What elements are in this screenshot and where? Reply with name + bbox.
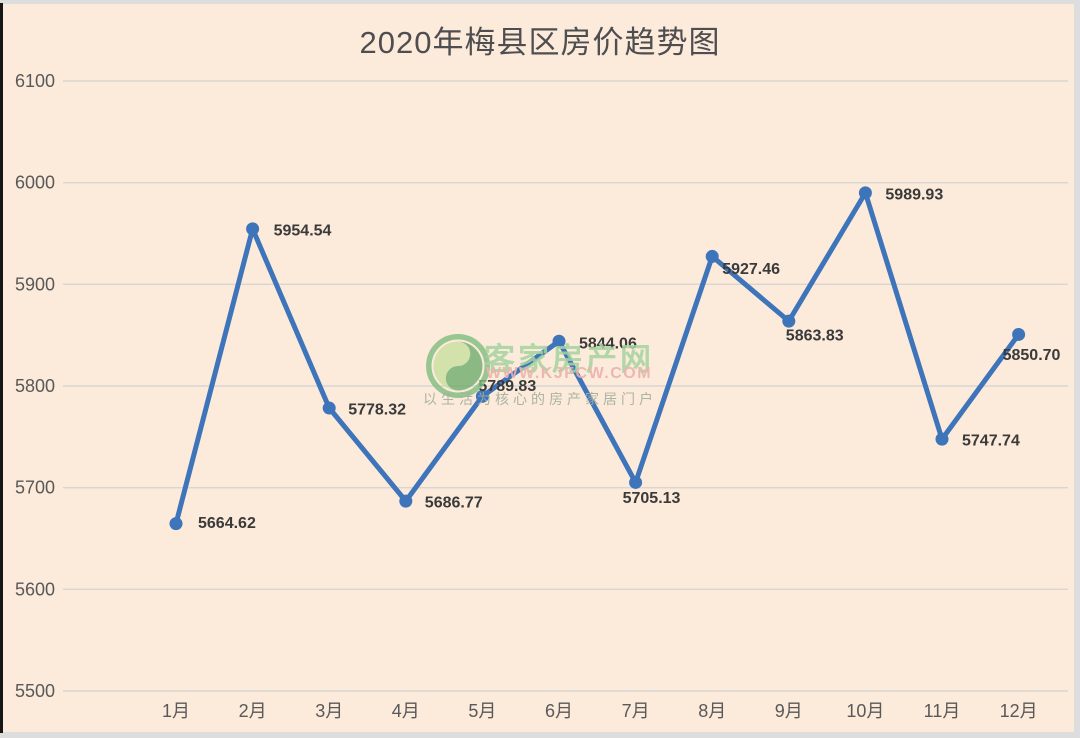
x-axis-tick-label: 3月 [315, 701, 343, 721]
x-axis-tick-label: 7月 [622, 701, 650, 721]
y-axis-tick-label: 5900 [15, 274, 55, 294]
data-point-marker [935, 432, 949, 446]
x-axis-tick-label: 10月 [846, 701, 884, 721]
x-axis-tick-label: 11月 [924, 701, 961, 721]
data-point-label: 5686.77 [425, 495, 483, 512]
price-line-series [173, 190, 1022, 527]
y-axis-tick-label: 6100 [15, 71, 55, 91]
data-point-marker [552, 334, 566, 348]
data-point-marker [322, 401, 336, 415]
y-axis-tick-label: 5600 [15, 579, 55, 599]
chart-background [3, 4, 1074, 732]
x-axis-tick-label: 1月 [162, 701, 190, 721]
y-axis-tick-label: 5700 [15, 478, 55, 498]
data-point-label: 5778.32 [348, 402, 406, 419]
data-point-label: 5844.06 [579, 336, 637, 353]
data-point-label: 5927.46 [722, 261, 780, 278]
x-axis-tick-label: 6月 [545, 701, 573, 721]
x-axis-tick-label: 12月 [1000, 701, 1038, 721]
x-axis-tick-label: 8月 [698, 701, 726, 721]
y-axis-tick-label: 5500 [15, 681, 55, 701]
data-point-label: 5954.54 [274, 222, 332, 239]
y-axis-tick-label: 5800 [15, 376, 55, 396]
data-point-label: 5789.83 [478, 378, 536, 395]
data-point-marker [169, 517, 183, 531]
x-axis-tick-label: 4月 [392, 701, 420, 721]
data-point-marker [1012, 327, 1026, 341]
left-edge-strip [0, 3, 3, 733]
x-axis-tick-label: 2月 [239, 701, 267, 721]
data-point-label: 5705.13 [623, 490, 681, 507]
x-axis-tick-label: 9月 [775, 701, 803, 721]
y-axis-tick-label: 6000 [15, 173, 55, 193]
data-point-label: 5863.83 [786, 328, 844, 345]
data-point-marker [782, 314, 796, 328]
data-point-marker [858, 186, 872, 200]
data-point-label: 5664.62 [198, 515, 256, 532]
data-point-marker [246, 222, 260, 236]
data-point-marker [705, 249, 719, 263]
data-point-label: 5989.93 [885, 186, 943, 203]
data-point-label: 5747.74 [962, 433, 1020, 450]
data-point-marker [399, 494, 413, 508]
data-point-marker [629, 475, 643, 489]
chart-title: 2020年梅县区房价趋势图 [359, 25, 721, 60]
data-point-label: 5850.70 [1003, 347, 1061, 364]
x-axis-tick-label: 5月 [468, 701, 496, 721]
